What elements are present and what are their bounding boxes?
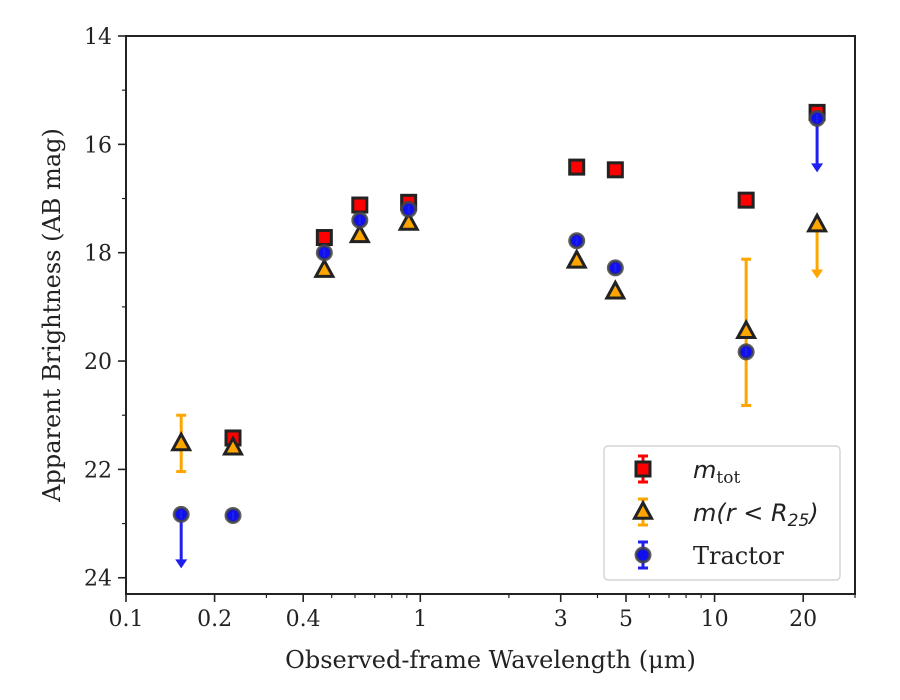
data-point-square	[351, 196, 369, 214]
series-circle	[172, 109, 826, 569]
legend: mtot m(r < R25) Tractor	[603, 445, 841, 581]
x-tick-label: 0.4	[286, 607, 321, 632]
data-point-triangle	[735, 318, 758, 340]
x-tick-label: 20	[789, 607, 817, 632]
y-tick-label: 14	[84, 25, 112, 50]
x-tick-label: 0.2	[197, 607, 232, 632]
data-point-triangle	[604, 279, 627, 300]
legend-label: Tractor	[693, 542, 784, 570]
y-tick-label: 24	[84, 567, 112, 592]
upper-limit-arrowhead	[811, 163, 824, 173]
data-point-triangle	[565, 248, 588, 269]
legend-label: m(r < R25)	[693, 499, 819, 531]
data-point-circle	[634, 546, 652, 564]
data-point-triangle	[631, 499, 655, 520]
legend-box	[603, 445, 841, 581]
data-point-square	[606, 161, 624, 179]
data-point-square	[634, 460, 652, 478]
plot-marks	[170, 103, 829, 569]
x-tick-label: 5	[619, 607, 633, 632]
x-axis-title: Observed-frame Wavelength (μm)	[285, 646, 696, 674]
y-tick-label: 20	[84, 350, 112, 375]
legend-item-circle: Tractor	[634, 540, 784, 570]
x-tick-label: 10	[701, 607, 729, 632]
x-tick-label: 3	[554, 607, 568, 632]
data-point-triangle	[806, 212, 829, 233]
y-tick-label: 22	[84, 458, 112, 483]
legend-item-square: mtot	[634, 454, 740, 488]
y-tick-label: 18	[84, 242, 112, 267]
data-point-triangle	[313, 257, 336, 278]
data-point-triangle	[397, 210, 420, 231]
upper-limit-arrowhead	[175, 559, 188, 569]
series-triangle	[170, 210, 829, 474]
y-axis-title: Apparent Brightness (AB mag)	[38, 128, 66, 503]
x-tick-label: 1	[413, 607, 427, 632]
data-point-triangle	[221, 435, 245, 456]
data-point-square	[737, 191, 755, 209]
data-point-square	[315, 229, 333, 247]
axis-ticks: 14 16 18 20 22 24 0.1 0.2 0.4 1 3 5 10 20	[84, 25, 856, 632]
data-point-triangle	[170, 430, 193, 452]
legend-label: mtot	[693, 456, 740, 488]
x-tick-label: 0.1	[109, 607, 144, 632]
legend-item-triangle: m(r < R25)	[631, 497, 819, 531]
upper-limit-arrowhead	[811, 269, 824, 279]
plot-frame	[125, 35, 856, 595]
data-point-triangle	[348, 222, 371, 244]
data-point-square	[568, 158, 586, 176]
y-tick-label: 16	[84, 133, 112, 158]
